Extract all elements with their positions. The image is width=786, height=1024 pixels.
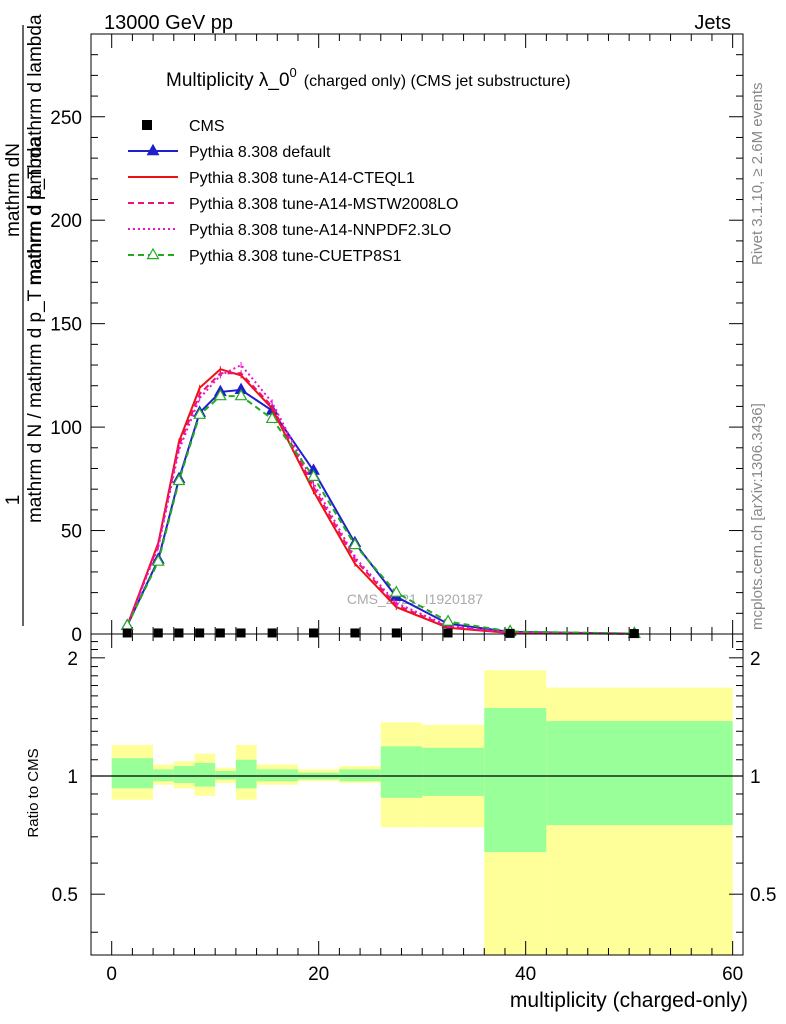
mcplots-credit: mcplots.cern.ch [arXiv:1306.3436] bbox=[749, 403, 766, 630]
x-axis-title: multiplicity (charged-only) bbox=[510, 989, 748, 1012]
series-marker bbox=[213, 388, 227, 401]
series-marker bbox=[234, 388, 248, 401]
main-y-axis-title: 1 mathrm d N / mathrm d p_T mathrm d lam… bbox=[3, 14, 46, 626]
series-marker bbox=[120, 618, 134, 630]
ratio-stat-band bbox=[484, 708, 547, 853]
ratio-y-tick-label-left: 0.5 bbox=[52, 885, 78, 906]
cms-data-point bbox=[174, 628, 184, 638]
plot-title: Multiplicity λ_00 (charged only) (CMS jet… bbox=[166, 65, 571, 91]
ratio-stat-band bbox=[194, 762, 216, 787]
ratio-stat-band bbox=[153, 769, 174, 782]
title-superscript: 0 bbox=[290, 65, 297, 80]
cms-data-point bbox=[443, 628, 453, 638]
ratio-y-tick-label-left: 1 bbox=[67, 767, 78, 788]
y-prefactor-denominator: mathrm d N / mathrm d p_T mathrm d lambd… bbox=[25, 137, 46, 524]
legend-marker bbox=[146, 247, 160, 260]
series-marker bbox=[151, 554, 165, 566]
legend-series-label: Pythia 8.308 tune-A14-MSTW2008LO bbox=[189, 196, 458, 213]
legend-series-label: Pythia 8.308 tune-CUETP8S1 bbox=[189, 248, 402, 265]
series-marker bbox=[441, 614, 455, 626]
ratio-stat-band bbox=[111, 758, 154, 789]
y-tick-label: 50 bbox=[61, 522, 82, 543]
ratio-y-tick-label-right: 2 bbox=[750, 649, 761, 670]
y-tick-label: 150 bbox=[50, 315, 82, 336]
series-marker bbox=[307, 469, 320, 481]
ratio-y-tick-label-right: 1 bbox=[750, 767, 761, 788]
series-marker bbox=[265, 411, 279, 424]
ratio-axes: 0.5 0.51 12 20 20 40 60 bbox=[52, 634, 776, 985]
cms-data-point bbox=[350, 628, 360, 638]
legend-cms-marker bbox=[142, 120, 152, 130]
legend-series-label: Pythia 8.308 tune-A14-CTEQL1 bbox=[189, 170, 415, 187]
y-label-denominator: mathrm d p_T mathrm d lambda bbox=[25, 14, 46, 285]
series-marker bbox=[172, 473, 186, 486]
title-subtitle: (charged only) (CMS jet substructure) bbox=[304, 73, 571, 90]
cms-data-point bbox=[309, 628, 319, 638]
x-tick-label: 60 bbox=[722, 964, 743, 985]
ratio-bands bbox=[91, 670, 743, 955]
y-tick-label: 100 bbox=[50, 418, 82, 439]
y-tick-label: 0 bbox=[71, 625, 82, 646]
y-tick-label: 200 bbox=[50, 211, 82, 232]
title-main: Multiplicity λ_0 bbox=[166, 70, 290, 91]
ratio-stat-band bbox=[256, 769, 298, 782]
y-tick-label: 250 bbox=[50, 108, 82, 129]
legend-series-label: Pythia 8.308 tune-A14-NNPDF2.3LO bbox=[189, 222, 451, 239]
y-label-numerator: mathrm dN bbox=[3, 143, 24, 237]
legend-series-label: Pythia 8.308 default bbox=[189, 144, 331, 161]
series-marker bbox=[193, 407, 207, 419]
ratio-stat-band bbox=[380, 746, 423, 798]
category-label: Jets bbox=[694, 12, 731, 34]
legend-marker bbox=[146, 143, 160, 156]
ratio-stat-band bbox=[339, 769, 381, 782]
ratio-plot-frame bbox=[90, 633, 744, 956]
ratio-y-tick-label-left: 2 bbox=[67, 649, 78, 670]
ratio-stat-band bbox=[235, 759, 257, 789]
x-tick-label: 40 bbox=[515, 964, 536, 985]
legend-cms-label: CMS bbox=[189, 118, 225, 135]
series-marker bbox=[389, 585, 403, 597]
ratio-y-tick-label-right: 0.5 bbox=[750, 885, 776, 906]
ratio-stat-band bbox=[173, 766, 195, 783]
cms-data-point bbox=[236, 628, 246, 638]
main-axes: 0 50 100 150 200 250 bbox=[50, 34, 743, 646]
cms-data-point bbox=[215, 628, 225, 638]
cms-data-point bbox=[505, 628, 515, 638]
cms-data-point bbox=[122, 628, 132, 638]
cms-data-point bbox=[153, 628, 163, 638]
y-prefactor-numerator: 1 bbox=[3, 495, 24, 506]
analysis-watermark: CMS_2021_I1920187 bbox=[347, 591, 483, 607]
cms-data-point bbox=[391, 628, 401, 638]
ratio-stat-band bbox=[215, 770, 236, 780]
legend: CMS Pythia 8.308 default Pythia 8.308 tune… bbox=[128, 118, 458, 265]
main-curves bbox=[120, 362, 641, 639]
collision-label: 13000 GeV pp bbox=[104, 12, 233, 34]
x-tick-label: 20 bbox=[308, 964, 329, 985]
cms-data-point bbox=[195, 628, 205, 638]
ratio-y-axis-title: Ratio to CMS bbox=[25, 748, 42, 837]
cms-data-point bbox=[267, 628, 277, 638]
ratio-stat-band bbox=[546, 721, 733, 826]
x-tick-label: 0 bbox=[106, 964, 117, 985]
ratio-stat-band bbox=[422, 747, 485, 796]
series-marker bbox=[348, 537, 362, 550]
rivet-credit: Rivet 3.1.10, ≥ 2.6M events bbox=[749, 83, 766, 266]
